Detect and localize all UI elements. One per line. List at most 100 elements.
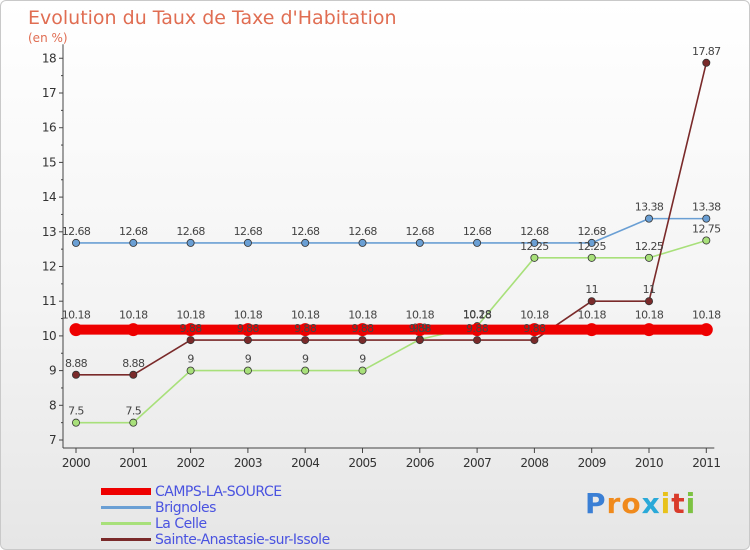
data-label-1: 12.68	[406, 225, 435, 238]
y-tick-label: 8	[49, 398, 56, 412]
series-point-3	[530, 336, 539, 345]
x-tick-label: 2006	[406, 456, 434, 470]
series-point-3	[473, 336, 482, 345]
data-label-1: 12.68	[62, 225, 91, 238]
legend-swatch	[101, 522, 151, 525]
series-point-1	[186, 238, 195, 247]
chart-title: Evolution du Taux de Taxe d'Habitation	[28, 7, 397, 29]
y-tick-label: 14	[42, 190, 56, 204]
series-point-2	[702, 236, 711, 245]
series-point-2	[587, 253, 596, 262]
data-label-0: 10.18	[577, 309, 606, 322]
data-label-0: 10.18	[692, 309, 721, 322]
legend-item: Sainte-Anastasie-sur-Issole	[101, 532, 361, 549]
y-tick-label: 9	[49, 364, 56, 378]
data-label-1: 12.68	[291, 225, 320, 238]
series-point-0	[527, 323, 541, 337]
proxiti-logo: Proxiti	[585, 487, 696, 520]
series-point-3	[415, 336, 424, 345]
series-point-0	[413, 323, 427, 337]
data-label-1: 12.68	[348, 225, 377, 238]
series-point-3	[186, 336, 195, 345]
data-label-1: 12.68	[234, 225, 263, 238]
legend-item: CAMPS-LA-SOURCE	[101, 484, 361, 501]
logo-letter: x	[641, 487, 661, 520]
series-point-2	[301, 366, 310, 375]
series-point-3	[645, 297, 654, 306]
series-point-1	[301, 238, 310, 247]
data-label-2: 7.5	[68, 405, 84, 418]
series-point-1	[530, 238, 539, 247]
series-point-0	[184, 323, 198, 337]
series-point-0	[241, 323, 255, 337]
legend-swatch	[101, 506, 151, 509]
data-label-2: 9.9	[412, 321, 428, 334]
x-tick-label: 2008	[520, 456, 548, 470]
legend-label: La Celle	[155, 516, 207, 532]
data-label-3: 9.88	[294, 322, 317, 335]
series-point-0	[470, 323, 484, 337]
x-tick-label: 2003	[234, 456, 262, 470]
x-tick-label: 2007	[463, 456, 491, 470]
data-label-1: 13.38	[635, 201, 664, 214]
data-label-3: 9.88	[409, 322, 432, 335]
series-point-1	[243, 238, 252, 247]
chart-legend: CAMPS-LA-SOURCE Brignoles La Celle Sainte-A…	[101, 484, 361, 549]
series-point-2	[645, 253, 654, 262]
series-point-1	[645, 214, 654, 223]
data-label-2: 7.5	[125, 405, 141, 418]
data-label-0: 10.18	[234, 309, 263, 322]
series-point-1	[702, 214, 711, 223]
series-point-1	[129, 238, 138, 247]
series-point-0	[69, 323, 83, 337]
legend-label: CAMPS-LA-SOURCE	[155, 484, 282, 500]
series-point-3	[358, 336, 367, 345]
series-point-0	[126, 323, 140, 337]
data-label-1: 13.38	[692, 201, 721, 214]
logo-letter: t	[671, 487, 686, 520]
legend-label: Brignoles	[155, 500, 216, 516]
data-label-2: 12.25	[577, 240, 606, 253]
data-label-2: 12.25	[635, 240, 664, 253]
series-point-3	[243, 336, 252, 345]
data-label-1: 12.68	[520, 225, 549, 238]
series-point-3	[702, 58, 711, 67]
data-label-0: 10.18	[62, 309, 91, 322]
data-label-0: 10.18	[406, 309, 435, 322]
y-tick-label: 11	[42, 294, 56, 308]
legend-item: Brignoles	[101, 500, 361, 517]
x-tick-label: 2011	[692, 456, 720, 470]
series-point-2	[358, 366, 367, 375]
series-point-0	[356, 323, 369, 337]
series-point-1	[473, 238, 482, 247]
data-label-3: 17.87	[692, 45, 721, 58]
data-label-0: 10.18	[119, 309, 148, 322]
series-point-3	[587, 297, 596, 306]
data-label-1: 12.68	[463, 225, 492, 238]
legend-swatch	[101, 488, 151, 495]
series-line-3	[75, 62, 708, 376]
series-point-3	[129, 370, 138, 379]
data-label-2: 9	[302, 353, 309, 366]
data-label-3: 11	[585, 283, 598, 296]
data-label-0: 10.18	[463, 309, 492, 322]
y-tick-label: 18	[42, 51, 56, 65]
x-tick-label: 2005	[348, 456, 376, 470]
series-point-0	[298, 323, 312, 337]
x-tick-label: 2001	[119, 456, 147, 470]
y-tick-label: 12	[42, 260, 56, 274]
logo-letter: r	[606, 487, 622, 520]
logo-letter: i	[685, 487, 697, 520]
data-label-1: 12.68	[176, 225, 205, 238]
y-tick-label: 15	[42, 155, 56, 169]
chart-subtitle: (en %)	[28, 31, 68, 45]
series-point-1	[415, 238, 424, 247]
series-point-2	[186, 366, 195, 375]
data-label-2: 9	[359, 353, 366, 366]
series-point-1	[358, 238, 367, 247]
series-point-0	[585, 323, 599, 337]
data-label-3: 9.88	[237, 322, 260, 335]
series-line-2	[75, 239, 708, 424]
